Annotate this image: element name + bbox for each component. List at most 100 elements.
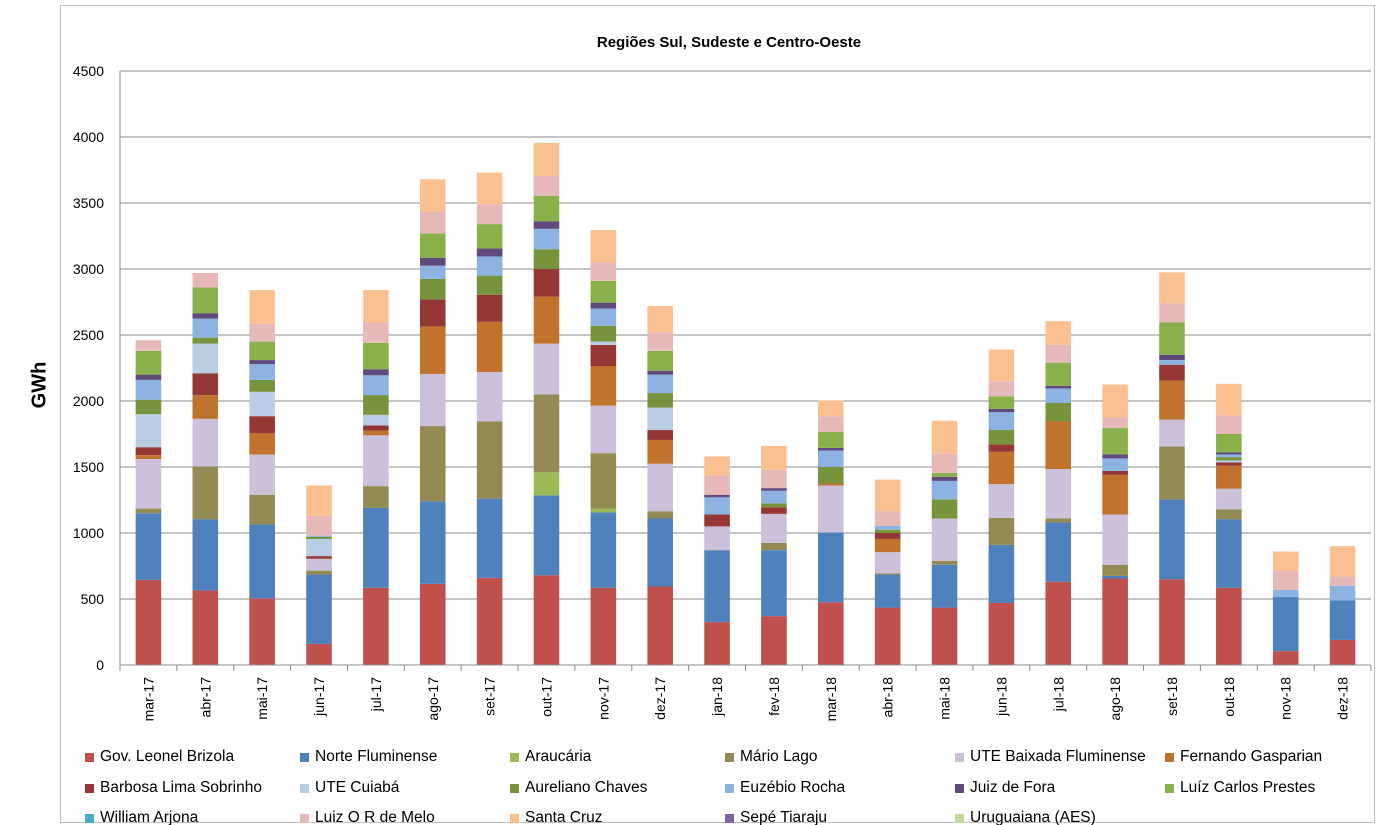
- bar-segment: [590, 453, 617, 509]
- bar-segment: [533, 269, 560, 297]
- legend-item: Euzébio Rocha: [725, 778, 845, 798]
- bar-segment: [135, 350, 162, 375]
- bar-segment: [1159, 499, 1185, 580]
- bar-segment: [476, 224, 503, 249]
- x-tick-label: nov-18: [1278, 677, 1294, 720]
- bar-segment: [988, 408, 1015, 413]
- bar-segment: [1045, 468, 1072, 519]
- bar-segment: [1045, 362, 1072, 386]
- bar-segment: [647, 586, 673, 665]
- bar-segment: [931, 560, 958, 565]
- bar-segment: [419, 265, 446, 279]
- y-tick-label: 1000: [73, 525, 104, 541]
- bar-segment: [647, 407, 673, 431]
- bar-segment: [363, 486, 389, 508]
- bar-segment: [874, 607, 901, 665]
- bar-segment: [931, 453, 958, 473]
- bar-segment: [647, 332, 673, 351]
- bar-segment: [533, 394, 560, 473]
- bar-segment: [249, 323, 275, 342]
- bar-segment: [363, 435, 389, 487]
- bar-segment: [476, 498, 503, 578]
- bar-segment: [476, 577, 503, 665]
- bar-segment: [931, 480, 958, 500]
- bar-segment: [249, 524, 275, 599]
- bar-segment: [931, 499, 958, 519]
- bar-segment: [192, 313, 219, 319]
- bar-segment: [476, 256, 503, 276]
- legend-label: Aureliano Chaves: [525, 779, 648, 796]
- bar-segment: [818, 532, 844, 603]
- bar-segment: [1329, 576, 1356, 586]
- bar-segment: [988, 444, 1015, 452]
- bar-segment: [647, 350, 673, 371]
- bar-segment: [192, 318, 219, 338]
- legend-swatch: [300, 813, 309, 823]
- bar-segment: [419, 583, 446, 665]
- bar-segment: [704, 497, 730, 515]
- bar-segment: [135, 374, 162, 380]
- bar-segment: [1216, 519, 1242, 588]
- legend-item: Sepé Tiaraju: [725, 808, 827, 825]
- bar-segment: [533, 249, 560, 269]
- x-tick-label: ago-17: [425, 677, 441, 721]
- bar-segment: [647, 511, 673, 519]
- bar-segment: [988, 544, 1015, 603]
- legend-item: Aureliano Chaves: [510, 778, 647, 798]
- bar-segment: [533, 221, 560, 229]
- bar-segment: [818, 485, 844, 533]
- bar-segment: [249, 433, 275, 455]
- bar-segment: [761, 550, 787, 617]
- bar-segment: [533, 575, 560, 665]
- bar-segment: [419, 299, 446, 327]
- y-tick-label: 4500: [73, 63, 104, 79]
- bar-segment: [533, 195, 560, 222]
- bar-segment: [1216, 465, 1242, 489]
- bar-segment: [192, 373, 219, 396]
- bar-segment: [761, 507, 787, 514]
- bar-segment: [1045, 518, 1072, 523]
- x-axis: [119, 71, 1372, 671]
- bar-segment: [533, 472, 560, 496]
- bar-segment: [306, 574, 332, 644]
- bar-segment: [476, 371, 503, 422]
- legend-item: Luíz Carlos Prestes: [1165, 778, 1315, 798]
- bar-segment: [590, 366, 617, 406]
- bar-segment: [476, 294, 503, 322]
- bar-segment: [1102, 417, 1128, 429]
- bar-segment: [135, 447, 162, 456]
- bar-segment: [306, 556, 332, 559]
- bar-segment: [192, 343, 219, 374]
- y-tick-label: 0: [96, 657, 104, 673]
- bar-segment: [874, 525, 901, 530]
- bar-segment: [306, 538, 332, 557]
- legend-label: Gov. Leonel Brizola: [100, 748, 235, 765]
- legend-swatch: [955, 813, 964, 823]
- bar-segment: [1102, 384, 1128, 418]
- legend-item: UTE Cuiabá: [300, 778, 399, 798]
- bar-segment: [192, 395, 219, 419]
- bar-segment: [590, 325, 617, 342]
- bar-segment: [363, 414, 389, 426]
- bar-segment: [135, 579, 162, 665]
- bar-segment: [1159, 380, 1185, 420]
- bar-segment: [363, 430, 389, 436]
- bar-segment: [363, 587, 389, 665]
- legend-swatch: [1165, 752, 1174, 762]
- bar-segment: [306, 643, 332, 665]
- bar-segment: [135, 513, 162, 580]
- bar-segment: [476, 275, 503, 295]
- bar-segment: [1102, 564, 1128, 576]
- bar-segment: [1216, 415, 1242, 434]
- bar-segment: [533, 495, 560, 576]
- bar-segment: [249, 341, 275, 361]
- bar-segment: [1102, 578, 1128, 665]
- bar-segment: [533, 175, 560, 196]
- bar-segment: [533, 142, 560, 176]
- legend-label: Araucária: [525, 748, 592, 765]
- y-tick-label: 2500: [73, 327, 104, 343]
- bar-segment: [1159, 360, 1185, 365]
- bar-segment: [647, 393, 673, 408]
- bar-segment: [761, 542, 787, 551]
- bar-segment: [1216, 587, 1242, 665]
